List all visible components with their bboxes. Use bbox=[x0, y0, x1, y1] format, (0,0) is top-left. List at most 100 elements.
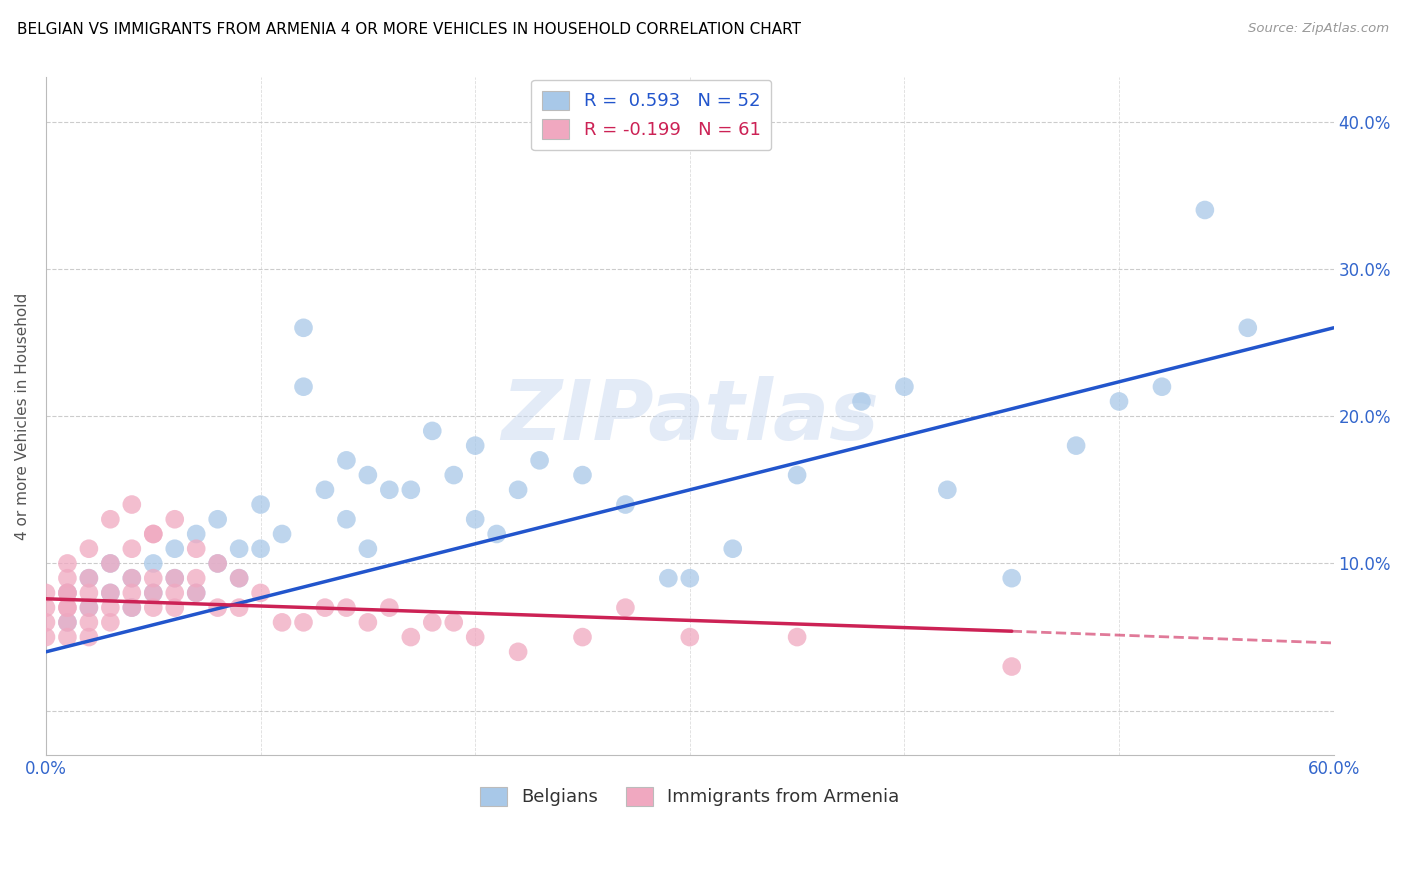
Point bbox=[420, 615, 443, 630]
Point bbox=[56, 586, 79, 600]
Point bbox=[56, 615, 79, 630]
Point bbox=[163, 571, 186, 585]
Point bbox=[571, 630, 593, 644]
Point bbox=[271, 527, 294, 541]
Point bbox=[77, 600, 100, 615]
Point bbox=[1194, 202, 1216, 217]
Point bbox=[529, 453, 551, 467]
Point bbox=[614, 600, 637, 615]
Point bbox=[357, 468, 380, 483]
Point bbox=[121, 571, 143, 585]
Point bbox=[357, 541, 380, 556]
Point bbox=[508, 483, 530, 497]
Point bbox=[657, 571, 679, 585]
Point bbox=[1150, 380, 1173, 394]
Point bbox=[142, 586, 165, 600]
Point bbox=[186, 527, 208, 541]
Text: BELGIAN VS IMMIGRANTS FROM ARMENIA 4 OR MORE VEHICLES IN HOUSEHOLD CORRELATION C: BELGIAN VS IMMIGRANTS FROM ARMENIA 4 OR … bbox=[17, 22, 801, 37]
Point bbox=[679, 571, 702, 585]
Point bbox=[335, 453, 357, 467]
Point bbox=[249, 541, 271, 556]
Point bbox=[314, 483, 336, 497]
Text: ZIPatlas: ZIPatlas bbox=[501, 376, 879, 457]
Point bbox=[142, 586, 165, 600]
Point bbox=[186, 541, 208, 556]
Point bbox=[1108, 394, 1130, 409]
Point bbox=[249, 498, 271, 512]
Point bbox=[335, 600, 357, 615]
Point bbox=[121, 541, 143, 556]
Point bbox=[228, 600, 250, 615]
Point bbox=[292, 380, 315, 394]
Point bbox=[357, 615, 380, 630]
Point bbox=[679, 630, 702, 644]
Point bbox=[485, 527, 508, 541]
Point bbox=[271, 615, 294, 630]
Point bbox=[443, 468, 465, 483]
Point bbox=[142, 600, 165, 615]
Point bbox=[207, 557, 229, 571]
Point bbox=[851, 394, 873, 409]
Point bbox=[335, 512, 357, 526]
Point bbox=[77, 541, 100, 556]
Point bbox=[399, 630, 422, 644]
Y-axis label: 4 or more Vehicles in Household: 4 or more Vehicles in Household bbox=[15, 293, 30, 540]
Point bbox=[186, 586, 208, 600]
Point bbox=[464, 630, 486, 644]
Point bbox=[228, 541, 250, 556]
Point bbox=[121, 571, 143, 585]
Point bbox=[464, 512, 486, 526]
Point bbox=[77, 571, 100, 585]
Point bbox=[786, 468, 808, 483]
Point bbox=[98, 600, 121, 615]
Point bbox=[77, 600, 100, 615]
Point bbox=[292, 320, 315, 334]
Point bbox=[98, 512, 121, 526]
Point bbox=[35, 615, 58, 630]
Point bbox=[98, 586, 121, 600]
Point bbox=[420, 424, 443, 438]
Point bbox=[77, 615, 100, 630]
Point bbox=[378, 483, 401, 497]
Point bbox=[292, 615, 315, 630]
Point bbox=[1236, 320, 1258, 334]
Point bbox=[464, 439, 486, 453]
Point bbox=[142, 571, 165, 585]
Point bbox=[56, 630, 79, 644]
Point bbox=[508, 645, 530, 659]
Point bbox=[56, 571, 79, 585]
Point bbox=[186, 586, 208, 600]
Point bbox=[98, 557, 121, 571]
Point bbox=[163, 586, 186, 600]
Point bbox=[893, 380, 915, 394]
Point bbox=[1001, 571, 1024, 585]
Point bbox=[186, 571, 208, 585]
Legend: Belgians, Immigrants from Armenia: Belgians, Immigrants from Armenia bbox=[472, 780, 907, 814]
Point bbox=[56, 586, 79, 600]
Point bbox=[98, 557, 121, 571]
Point bbox=[443, 615, 465, 630]
Point bbox=[142, 557, 165, 571]
Point bbox=[786, 630, 808, 644]
Point bbox=[77, 586, 100, 600]
Point bbox=[56, 586, 79, 600]
Point bbox=[98, 586, 121, 600]
Point bbox=[571, 468, 593, 483]
Point bbox=[228, 571, 250, 585]
Point bbox=[163, 512, 186, 526]
Point bbox=[936, 483, 959, 497]
Point bbox=[142, 527, 165, 541]
Point bbox=[77, 571, 100, 585]
Point bbox=[56, 557, 79, 571]
Point bbox=[1001, 659, 1024, 673]
Point bbox=[378, 600, 401, 615]
Point bbox=[35, 630, 58, 644]
Point bbox=[121, 586, 143, 600]
Point bbox=[721, 541, 744, 556]
Point bbox=[163, 541, 186, 556]
Point bbox=[77, 630, 100, 644]
Point bbox=[98, 615, 121, 630]
Point bbox=[56, 600, 79, 615]
Point bbox=[121, 498, 143, 512]
Point bbox=[1064, 439, 1087, 453]
